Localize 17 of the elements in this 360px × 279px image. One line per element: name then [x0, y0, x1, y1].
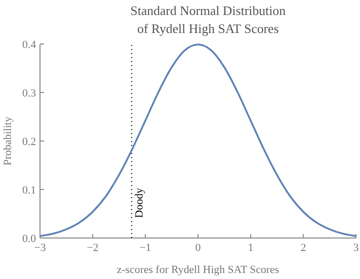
x-tick-label: 2 — [300, 242, 306, 254]
y-tick-label: 0.1 — [22, 184, 36, 196]
y-tick-label: 0.4 — [22, 39, 36, 51]
x-tick-label: −1 — [139, 242, 152, 254]
x-tick-label: −3 — [34, 242, 46, 254]
x-tick-label: 3 — [353, 242, 360, 254]
x-tick-label: 1 — [248, 242, 254, 254]
x-axis-title: z-scores for Rydell High SAT Scores — [116, 264, 280, 276]
y-tick-label: 0.2 — [22, 136, 36, 148]
x-tick-label: −2 — [86, 242, 99, 254]
chart-title: Standard Normal Distribution of Rydell High SAT Scores — [130, 3, 286, 36]
y-tick-label: 0.3 — [22, 88, 36, 100]
ref-line-label: Doody — [134, 188, 146, 218]
y-tick-label: 0.0 — [22, 233, 36, 245]
x-tick-label: 0 — [195, 242, 202, 254]
y-axis-title: Probability — [2, 116, 14, 166]
line-series — [39, 44, 357, 237]
